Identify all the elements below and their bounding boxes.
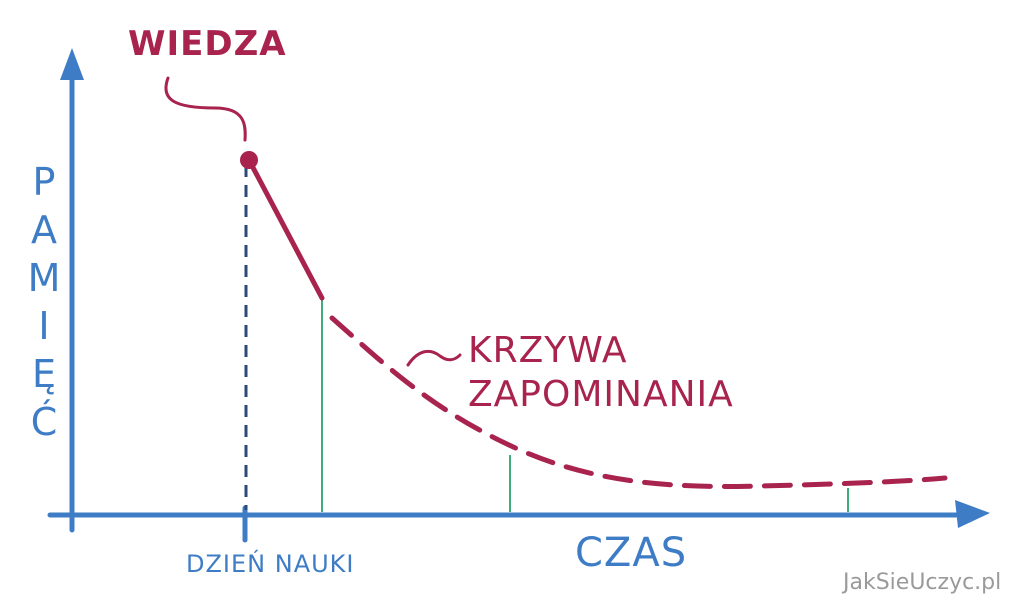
knowledge-connector [164,76,247,142]
curve-dashed [329,315,948,489]
x-axis-arrow [955,500,990,528]
memory-label: PAMIĘĆ [22,160,66,448]
knowledge-label: WIEDZA [128,24,287,64]
knowledge-dot [240,151,258,169]
y-axis-arrow [60,48,84,80]
watermark: JakSieUczyc.pl [843,570,1002,595]
curve-solid [246,157,325,301]
curve-label: KRZYWA [468,330,628,371]
curve-connector [406,349,462,367]
study-day-label: DZIEŃ NAUKI [186,550,355,578]
curve-label: ZAPOMINANIA [468,374,734,415]
time-label: CZAS [575,530,688,576]
